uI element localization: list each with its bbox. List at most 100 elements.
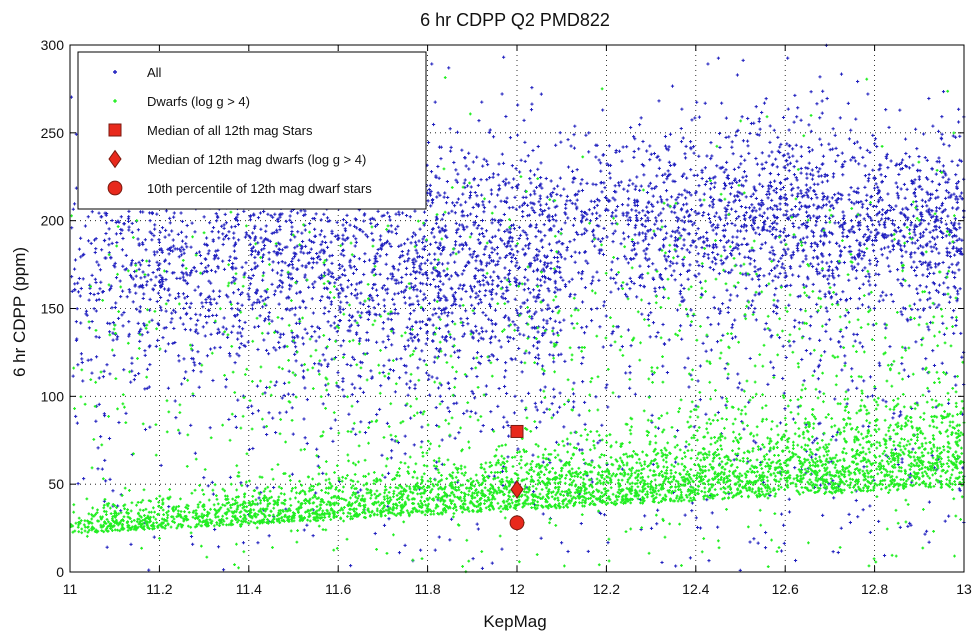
point xyxy=(493,322,498,327)
point xyxy=(337,319,342,323)
point xyxy=(499,345,503,349)
point xyxy=(683,513,687,517)
point xyxy=(400,249,404,254)
point xyxy=(340,264,344,268)
point xyxy=(194,312,198,316)
point xyxy=(558,252,562,256)
point xyxy=(172,215,176,219)
point xyxy=(102,369,106,373)
point xyxy=(505,196,509,200)
point xyxy=(242,209,246,213)
point xyxy=(709,140,713,145)
point xyxy=(353,244,357,248)
point xyxy=(590,212,594,216)
point xyxy=(487,317,491,321)
point xyxy=(360,361,364,365)
point xyxy=(189,534,194,539)
point xyxy=(626,328,631,332)
point xyxy=(329,324,333,328)
point xyxy=(422,292,426,296)
point xyxy=(339,283,343,287)
point xyxy=(498,256,502,260)
point xyxy=(255,301,259,305)
point xyxy=(555,184,560,188)
point xyxy=(847,137,852,141)
point xyxy=(196,318,200,322)
point xyxy=(771,249,775,253)
point xyxy=(237,325,241,329)
point xyxy=(605,383,609,387)
point xyxy=(349,323,353,327)
point xyxy=(489,410,493,414)
point xyxy=(764,321,768,326)
point xyxy=(754,196,758,201)
point xyxy=(595,270,599,274)
point xyxy=(127,287,131,292)
point xyxy=(561,278,565,282)
point xyxy=(255,486,259,490)
point xyxy=(594,395,598,399)
point xyxy=(765,192,769,197)
point xyxy=(139,263,143,267)
point xyxy=(626,261,630,265)
point xyxy=(853,159,858,163)
point xyxy=(104,221,109,225)
point xyxy=(473,190,477,195)
point xyxy=(431,313,435,317)
point xyxy=(944,189,949,193)
point xyxy=(883,225,887,229)
point xyxy=(875,144,879,149)
point xyxy=(530,206,534,210)
point xyxy=(954,318,959,322)
point xyxy=(566,216,570,220)
point xyxy=(650,372,655,376)
point xyxy=(773,293,777,297)
point xyxy=(345,213,349,217)
point xyxy=(506,339,511,344)
point xyxy=(906,524,910,528)
point xyxy=(285,307,289,311)
point xyxy=(804,257,808,261)
point xyxy=(549,179,553,183)
point xyxy=(758,207,762,211)
point xyxy=(434,311,438,316)
point xyxy=(279,290,283,294)
point xyxy=(222,267,227,271)
point xyxy=(416,299,420,303)
point xyxy=(709,348,714,352)
point xyxy=(81,277,85,281)
point xyxy=(434,405,438,410)
point xyxy=(102,414,107,418)
point xyxy=(534,355,538,360)
point xyxy=(563,257,567,261)
point xyxy=(757,284,762,288)
point xyxy=(534,235,538,239)
point xyxy=(233,241,238,245)
point xyxy=(510,186,514,190)
point xyxy=(584,133,588,137)
point xyxy=(278,224,282,229)
point xyxy=(781,262,785,266)
point xyxy=(127,228,131,232)
point xyxy=(266,238,270,242)
point xyxy=(477,223,481,228)
point xyxy=(199,370,203,374)
point xyxy=(816,170,820,174)
point xyxy=(510,247,514,252)
point xyxy=(292,255,297,259)
point xyxy=(527,351,531,355)
point xyxy=(913,233,917,237)
point xyxy=(418,357,422,361)
point xyxy=(917,154,921,159)
point xyxy=(159,305,163,309)
point xyxy=(404,266,409,270)
point xyxy=(255,289,259,293)
point xyxy=(415,333,420,337)
point xyxy=(406,393,410,397)
point xyxy=(153,283,157,287)
point xyxy=(534,310,538,314)
point xyxy=(248,236,252,240)
point xyxy=(122,222,127,226)
point xyxy=(181,292,186,296)
point xyxy=(474,291,478,295)
